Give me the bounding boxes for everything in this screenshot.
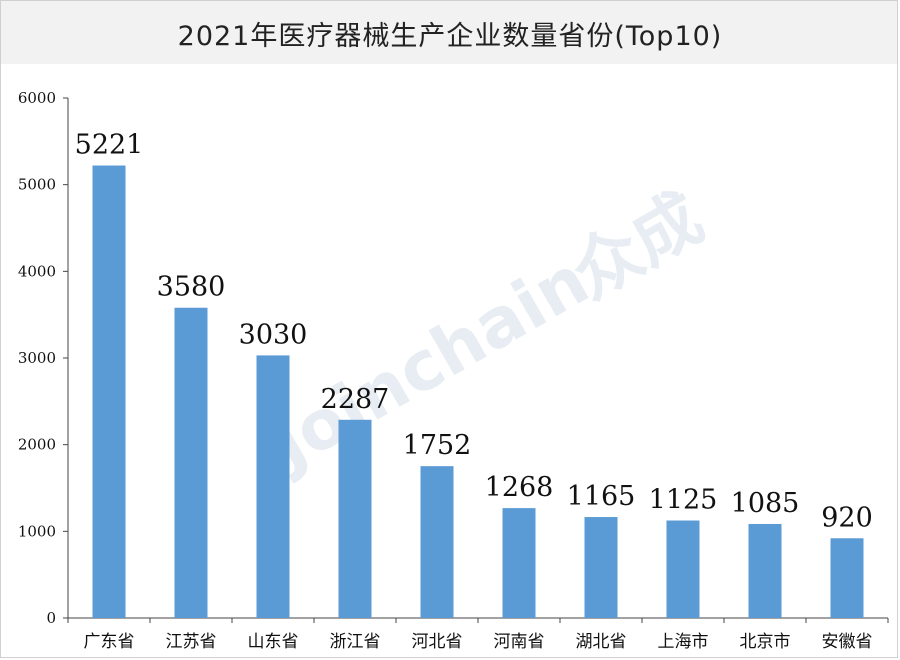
data-label: 2287 (321, 384, 390, 415)
category-label: 湖北省 (576, 632, 627, 652)
category-label: 浙江省 (330, 632, 381, 652)
data-label: 1268 (485, 472, 554, 503)
data-label: 920 (821, 502, 873, 533)
bar (666, 520, 700, 618)
data-label: 1085 (731, 488, 800, 519)
bar (830, 538, 864, 618)
bar (92, 165, 126, 618)
y-tick-label: 6000 (18, 89, 56, 107)
bar (174, 307, 208, 618)
category-label: 河北省 (412, 632, 463, 652)
bar (338, 419, 372, 618)
category-label: 北京市 (740, 632, 791, 652)
data-label: 1125 (649, 485, 718, 516)
category-label: 江苏省 (166, 632, 217, 652)
y-tick-label: 5000 (18, 176, 56, 194)
data-labels: 5221 3580 3030 2287 1752 1268 1165 1125 1085 920 (75, 130, 873, 534)
y-tick-label: 2000 (18, 436, 56, 454)
data-label: 3030 (239, 319, 308, 350)
data-label: 3580 (157, 272, 226, 303)
y-axis: 0 1000 2000 3000 4000 5000 6000 (18, 89, 69, 627)
watermark: Joinchain 众成 (256, 178, 717, 486)
category-label: 山东省 (248, 632, 299, 652)
data-label: 1165 (567, 481, 636, 512)
category-label: 广东省 (84, 632, 135, 652)
bar (502, 508, 536, 618)
category-label: 上海市 (658, 632, 709, 652)
x-axis (67, 617, 889, 623)
data-label: 1752 (403, 430, 472, 461)
category-label: 河南省 (494, 632, 545, 652)
chart-title: 2021年医疗器械生产企业数量省份(Top10) (177, 21, 723, 52)
bar (748, 523, 782, 618)
bar (420, 466, 454, 618)
bars (92, 165, 864, 618)
title-band (1, 1, 897, 64)
y-tick-label: 3000 (18, 349, 56, 367)
y-tick-label: 1000 (18, 522, 56, 540)
bar (584, 517, 618, 618)
y-tick-label: 4000 (18, 262, 56, 280)
category-label: 安徽省 (822, 632, 873, 652)
y-tick-label: 0 (46, 609, 56, 627)
category-labels: 广东省 江苏省 山东省 浙江省 河北省 河南省 湖北省 上海市 北京市 安徽省 (84, 632, 873, 652)
bar (256, 355, 290, 618)
data-label: 5221 (75, 130, 144, 161)
